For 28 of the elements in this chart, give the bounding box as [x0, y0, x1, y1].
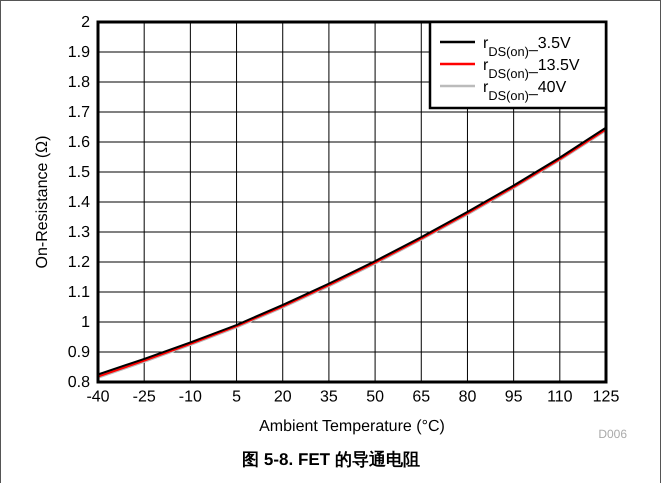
y-tick-label: 1.8	[68, 74, 90, 92]
text: D006	[598, 427, 628, 441]
x-tick-label: 110	[547, 388, 573, 406]
y-tick-label: 1.7	[68, 104, 90, 122]
y-tick-label: 1.5	[68, 164, 90, 182]
y-tick-label: 1	[81, 314, 90, 332]
y-axis-title: On-Resistance (Ω)	[34, 136, 51, 268]
y-tick-label: 1.2	[68, 254, 90, 272]
x-tick-label: 5	[232, 388, 242, 406]
x-tick-label: 125	[592, 388, 620, 406]
x-tick-label: 35	[320, 388, 338, 406]
x-tick-label: -10	[178, 388, 202, 406]
x-tick-label: 65	[412, 388, 430, 406]
y-tick-label: 1.3	[68, 224, 90, 242]
x-tick-label: 50	[366, 388, 384, 406]
y-tick-label: 1.6	[68, 134, 90, 152]
x-tick-label: 80	[458, 388, 476, 406]
y-tick-label: 1.4	[68, 194, 90, 212]
y-tick-label: 1.9	[68, 44, 90, 62]
x-tick-label: -25	[132, 388, 156, 406]
y-tick-label: 0.9	[68, 344, 90, 362]
text: 图 5-8. FET 的导通电阻	[242, 450, 420, 469]
y-tick-label: 1.1	[68, 284, 90, 302]
x-axis-title: Ambient Temperature (°C)	[259, 418, 445, 435]
legend-label: r$_{DS(on)}$_3.5V	[483, 35, 572, 58]
x-tick-label: 95	[504, 388, 523, 406]
y-tick-label: 2	[81, 14, 90, 32]
x-tick-label: 20	[274, 388, 292, 406]
